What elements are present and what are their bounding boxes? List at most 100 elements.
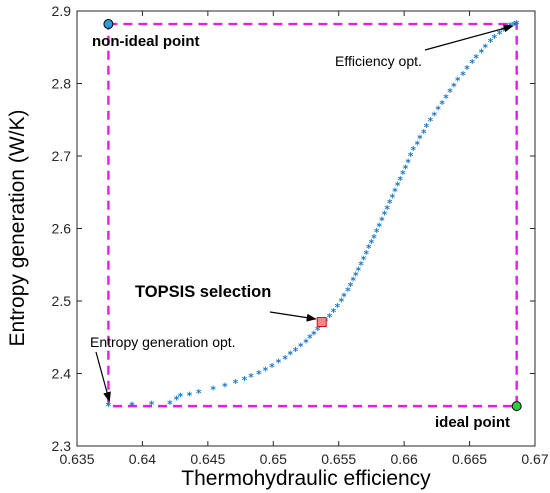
pareto-point: * bbox=[428, 116, 434, 128]
pareto-point: * bbox=[435, 105, 441, 117]
pareto-point: * bbox=[411, 145, 417, 157]
y-tick-label: 2.9 bbox=[52, 3, 72, 19]
pareto-point: * bbox=[492, 33, 498, 45]
entropy-opt-arrow bbox=[95, 351, 111, 403]
plot-frame bbox=[76, 10, 536, 447]
special-points bbox=[103, 19, 522, 412]
pareto-point: * bbox=[269, 362, 275, 374]
pareto-point: * bbox=[174, 395, 180, 407]
pareto-point: * bbox=[350, 276, 356, 288]
y-tick-label: 2.3 bbox=[52, 438, 72, 454]
efficiency-opt-arrow bbox=[424, 24, 514, 51]
pareto-point: * bbox=[358, 260, 364, 272]
pareto-point: * bbox=[288, 350, 294, 362]
pareto-point: * bbox=[387, 198, 393, 210]
pareto-point: * bbox=[473, 53, 479, 65]
pareto-point: * bbox=[374, 227, 380, 239]
pareto-point: * bbox=[129, 400, 135, 412]
pareto-point: * bbox=[451, 81, 457, 93]
ideal-point-marker bbox=[511, 401, 522, 412]
pareto-point: * bbox=[242, 375, 248, 387]
y-tick-label: 2.6 bbox=[52, 221, 72, 237]
pareto-point: * bbox=[366, 243, 372, 255]
pareto-point: * bbox=[187, 390, 193, 402]
pareto-point: * bbox=[341, 292, 347, 304]
pareto-point: * bbox=[339, 297, 345, 309]
y-tick-label: 2.7 bbox=[52, 148, 72, 164]
pareto-point: * bbox=[431, 110, 437, 122]
pareto-point: * bbox=[392, 187, 398, 199]
pareto-point: * bbox=[514, 19, 520, 31]
pareto-point: * bbox=[167, 399, 173, 411]
pareto-point: * bbox=[293, 346, 299, 358]
pareto-point: * bbox=[331, 307, 337, 319]
pareto-point: * bbox=[335, 302, 341, 314]
annotation-ideal: ideal point bbox=[435, 414, 510, 431]
pareto-point: * bbox=[303, 337, 309, 349]
topsis-point-marker bbox=[316, 317, 327, 328]
x-tick-label: 0.665 bbox=[452, 451, 487, 467]
pareto-point: * bbox=[497, 29, 503, 41]
pareto-point: * bbox=[439, 99, 445, 111]
pareto-point: * bbox=[390, 192, 396, 204]
pareto-point: * bbox=[363, 249, 369, 261]
pareto-point: * bbox=[417, 134, 423, 146]
pareto-point: * bbox=[315, 325, 321, 337]
annotation-topsis: TOPSIS selection bbox=[135, 283, 271, 301]
pareto-point: * bbox=[369, 238, 375, 250]
pareto-point: * bbox=[395, 181, 401, 193]
x-tick-label: 0.66 bbox=[391, 451, 418, 467]
pareto-point: * bbox=[400, 169, 406, 181]
y-tick-label: 2.8 bbox=[52, 76, 72, 92]
pareto-point: * bbox=[263, 366, 269, 378]
pareto-point: * bbox=[276, 358, 282, 370]
x-tick-label: 0.64 bbox=[129, 451, 156, 467]
pareto-point: * bbox=[222, 382, 228, 394]
pareto-point: * bbox=[511, 20, 517, 32]
pareto-point: * bbox=[149, 400, 155, 412]
pareto-point: * bbox=[421, 128, 427, 140]
y-axis-ticks: 2.3 2.4 2.5 2.6 2.7 2.8 2.9 bbox=[52, 3, 535, 454]
pareto-point: * bbox=[178, 392, 184, 404]
pareto-point: * bbox=[384, 204, 390, 216]
x-axis-title: Thermohydraulic efficiency bbox=[181, 467, 431, 490]
pareto-point: * bbox=[455, 76, 461, 88]
pareto-point: * bbox=[443, 93, 449, 105]
pareto-point: * bbox=[397, 175, 403, 187]
y-tick-label: 2.4 bbox=[52, 366, 72, 382]
x-tick-label: 0.655 bbox=[321, 451, 356, 467]
pareto-point: * bbox=[479, 47, 485, 59]
pareto-point: * bbox=[377, 221, 383, 233]
annotation-entropy-opt: Entropy generation opt. bbox=[90, 334, 236, 350]
pareto-point: * bbox=[464, 64, 470, 76]
pareto-point: * bbox=[414, 139, 420, 151]
x-tick-label: 0.67 bbox=[521, 451, 548, 467]
pareto-point: * bbox=[469, 58, 475, 70]
x-axis-ticks: 0.635 0.64 0.645 0.65 0.655 0.66 0.665 0.67 bbox=[59, 11, 549, 467]
pareto-point: * bbox=[327, 312, 333, 324]
x-tick-label: 0.645 bbox=[190, 451, 225, 467]
pareto-point: * bbox=[361, 255, 367, 267]
pareto-point: * bbox=[379, 216, 385, 228]
pareto-point: * bbox=[424, 122, 430, 134]
non-ideal-point-marker bbox=[103, 19, 114, 30]
pareto-point: * bbox=[345, 286, 351, 298]
pareto-point: * bbox=[210, 384, 216, 396]
annotation-non-ideal: non-ideal point bbox=[92, 33, 199, 50]
x-tick-label: 0.635 bbox=[59, 451, 94, 467]
pareto-point: * bbox=[356, 266, 362, 278]
pareto-point: * bbox=[196, 388, 202, 400]
y-tick-label: 2.5 bbox=[52, 293, 72, 309]
y-axis-title: Entropy generation (W/K) bbox=[6, 110, 29, 347]
topsis-arrow bbox=[269, 311, 317, 322]
pareto-point: * bbox=[282, 354, 288, 366]
annotation-arrows bbox=[95, 24, 514, 403]
annotation-efficiency-opt: Efficiency opt. bbox=[335, 53, 422, 69]
pareto-point: * bbox=[233, 378, 239, 390]
pareto-point: * bbox=[460, 70, 466, 82]
pareto-point: * bbox=[382, 210, 388, 222]
pareto-point: * bbox=[405, 158, 411, 170]
bounds-rectangle bbox=[107, 22, 518, 408]
pareto-point: * bbox=[488, 37, 494, 49]
